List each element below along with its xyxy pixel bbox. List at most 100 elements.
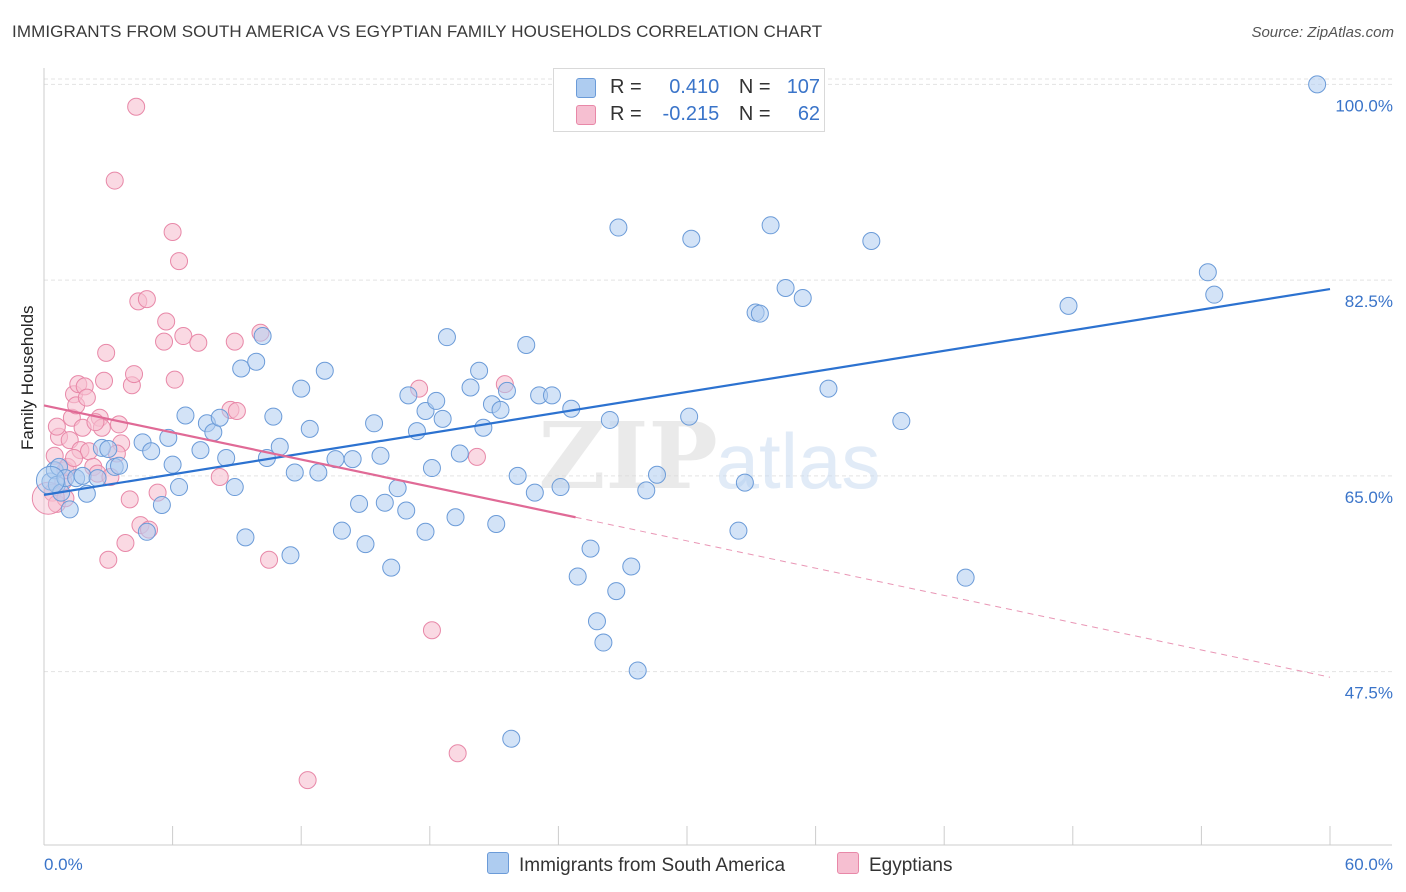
correlation-legend: R = 0.410 N = 107 R = -0.215 N = 62 — [553, 68, 825, 132]
south-america-point — [446, 508, 465, 527]
south-america-point — [735, 473, 754, 492]
south-america-point-cluster — [35, 465, 65, 495]
watermark-atlas: atlas — [716, 417, 881, 505]
south-america-point — [247, 352, 266, 371]
south-america-point — [332, 521, 351, 540]
series-legend: Immigrants from South America Egyptians — [0, 852, 1406, 878]
south-america-point — [525, 483, 544, 502]
egyptians-trendline — [43, 404, 576, 519]
legend-r-value: -0.215 — [662, 103, 720, 125]
egyptians-point — [110, 415, 129, 434]
south-america-point — [433, 409, 452, 428]
south-america-point — [594, 633, 613, 652]
egyptians-point — [422, 621, 441, 640]
x-tick-label: 0.0% — [44, 855, 83, 874]
south-america-point — [761, 216, 780, 235]
series-legend-label: Egyptians — [869, 855, 953, 876]
south-america-point — [542, 386, 561, 405]
south-america-point — [729, 521, 748, 540]
south-america-point — [309, 463, 328, 482]
y-tick-label: 82.5% — [1345, 292, 1393, 311]
legend-n-label: N = — [738, 76, 771, 98]
south-america-point — [292, 379, 311, 398]
egyptians-point — [189, 333, 208, 352]
legend-r-label: R = — [610, 103, 642, 125]
south-america-point — [225, 478, 244, 497]
south-america-point — [159, 428, 178, 447]
south-america-point — [137, 522, 156, 541]
south-america-point — [622, 557, 641, 576]
south-america-point — [637, 481, 656, 500]
south-america-point — [399, 386, 418, 405]
tick-labels: 47.5% 65.0% 82.5% 100.0% 0.0% 60.0% — [44, 96, 1393, 874]
south-america-point — [437, 328, 456, 347]
egyptians-point — [97, 343, 116, 362]
south-america-point — [461, 378, 480, 397]
south-america-point — [110, 456, 129, 475]
south-america-point — [73, 466, 92, 485]
south-america-point — [397, 501, 416, 520]
south-america-point — [750, 304, 769, 323]
egyptians-trendline-extension — [575, 516, 1331, 678]
south-america-point — [163, 455, 182, 474]
x-tick-label: 60.0% — [1345, 855, 1393, 874]
egyptians-point — [225, 332, 244, 351]
south-america-point — [680, 407, 699, 426]
egyptians-point — [298, 771, 317, 790]
south-america-point — [416, 522, 435, 541]
south-america-point — [517, 335, 536, 354]
egyptians-point — [157, 312, 176, 331]
egyptians-point — [163, 223, 182, 242]
south-america-point — [508, 466, 527, 485]
egyptians-point — [448, 744, 467, 763]
south-america-point — [502, 729, 521, 748]
egyptians-point — [210, 467, 229, 486]
south-america-point — [497, 381, 516, 400]
egyptians-point — [174, 327, 193, 346]
egyptians-point — [47, 417, 66, 436]
south-america-point — [682, 229, 701, 248]
y-tick-label: 65.0% — [1345, 488, 1393, 507]
series-legend-label: Immigrants from South America — [519, 855, 786, 876]
south-america-point — [356, 535, 375, 554]
chart-source: Source: ZipAtlas.com — [1251, 24, 1394, 41]
axis-layer — [43, 68, 1392, 846]
watermark: ZIP atlas — [538, 402, 880, 510]
legend-r-value: 0.410 — [669, 76, 720, 98]
egyptians-point — [105, 171, 124, 190]
south-america-point — [232, 359, 251, 378]
egyptians-point — [137, 290, 156, 309]
south-america-point — [88, 469, 107, 488]
south-america-point — [285, 463, 304, 482]
egyptians-point — [116, 533, 135, 552]
south-america-point — [210, 408, 229, 427]
legend-n-value: 62 — [797, 103, 821, 125]
egyptians-point — [165, 370, 184, 389]
egyptians-point — [260, 550, 279, 569]
south-america-point — [581, 539, 600, 558]
trend-lines — [43, 287, 1331, 678]
egyptians-point — [155, 332, 174, 351]
series-legend-south-america: Immigrants from South America — [487, 852, 785, 877]
south-america-points — [35, 75, 1327, 748]
south-america-point — [819, 379, 838, 398]
south-america-point — [1205, 285, 1224, 304]
egyptians-point — [127, 97, 146, 116]
south-america-point — [892, 412, 911, 431]
legend-n-value: 107 — [786, 76, 821, 98]
south-america-point — [264, 407, 283, 426]
south-america-point — [474, 418, 493, 437]
south-america-point — [343, 450, 362, 469]
south-america-point — [365, 414, 384, 433]
south-america-point — [142, 442, 161, 461]
legend-swatch-pink — [576, 105, 596, 125]
series-swatch-pink — [837, 852, 859, 874]
south-america-point — [1308, 75, 1327, 94]
south-america-point — [427, 391, 446, 410]
south-america-point — [487, 514, 506, 533]
south-america-point — [776, 278, 795, 297]
south-america-point — [450, 444, 469, 463]
egyptians-point — [125, 365, 144, 384]
south-america-point — [350, 494, 369, 513]
south-america-point — [191, 441, 210, 460]
